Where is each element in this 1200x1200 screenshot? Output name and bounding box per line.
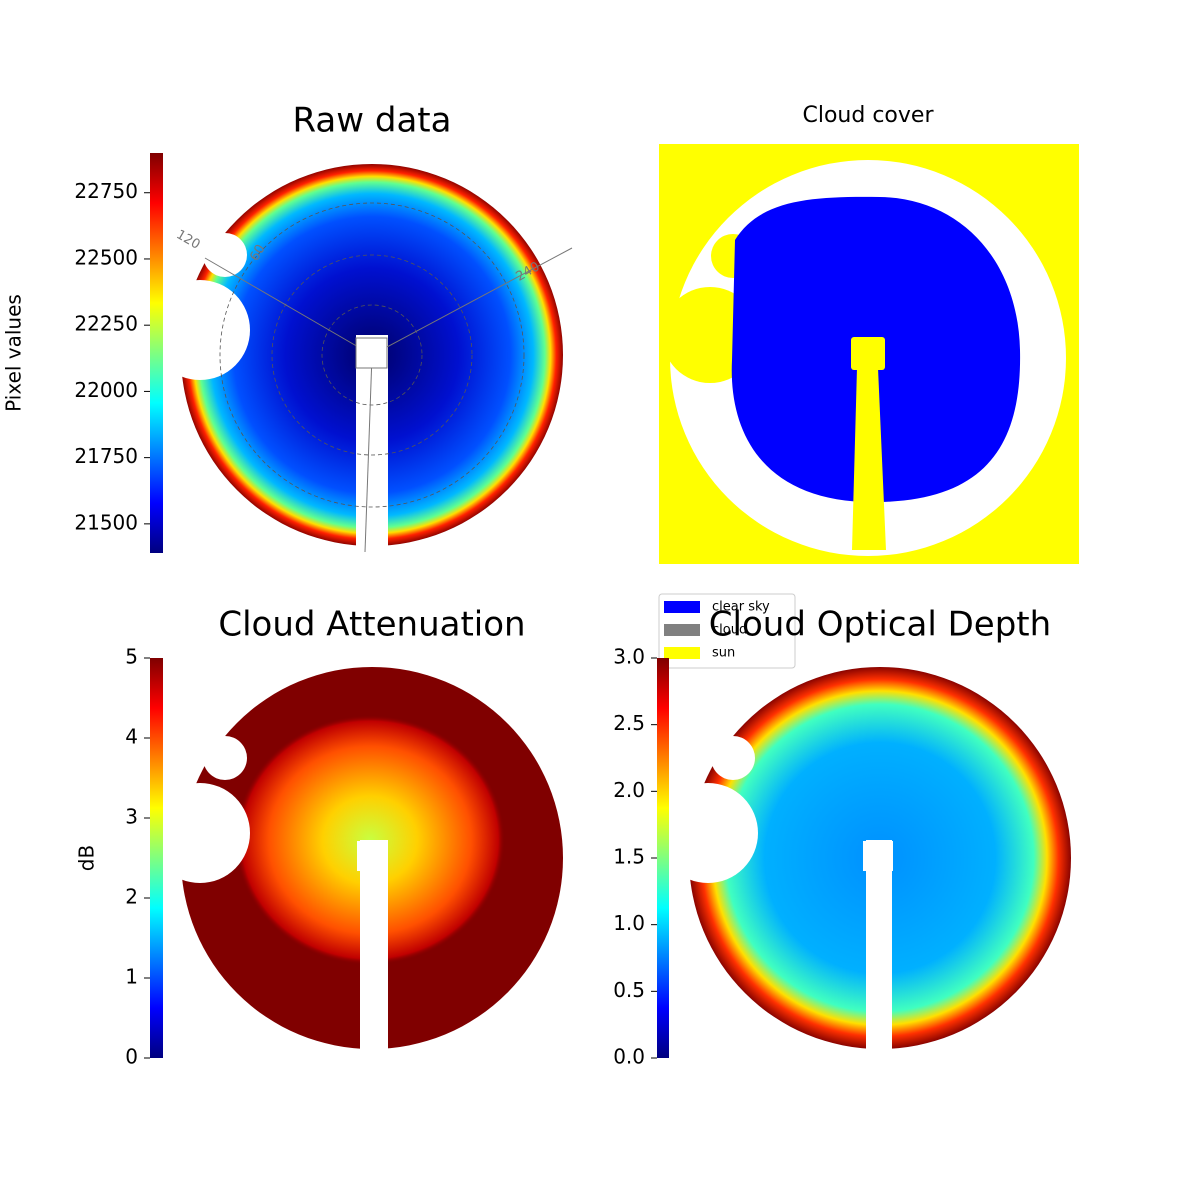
panel-title: Raw data bbox=[293, 101, 452, 141]
tick-label: 22000 bbox=[74, 378, 138, 402]
tick-label: 0 bbox=[125, 1045, 138, 1069]
tick-label: 0.0 bbox=[613, 1045, 645, 1069]
colorbar bbox=[150, 658, 163, 1058]
legend-swatch bbox=[664, 647, 700, 659]
legend-label: cloud bbox=[712, 623, 747, 638]
legend-label: clear sky bbox=[712, 600, 770, 615]
tick-label: 3 bbox=[125, 805, 138, 829]
colorbar-label: dB bbox=[75, 845, 99, 871]
tick-label: 21500 bbox=[74, 510, 138, 534]
tick-label: 1.0 bbox=[613, 911, 645, 935]
tick-label: 2.0 bbox=[613, 778, 645, 802]
attenuation-image bbox=[180, 666, 564, 1050]
tick-label: 4 bbox=[125, 725, 138, 749]
tick-label: 22750 bbox=[74, 179, 138, 203]
tick-label: 3.0 bbox=[613, 645, 645, 669]
cloud-cover-image bbox=[659, 144, 1079, 564]
panel-title: Cloud Attenuation bbox=[218, 605, 525, 645]
panel-title: Cloud Optical Depth bbox=[709, 605, 1051, 645]
tick-label: 22500 bbox=[74, 245, 138, 269]
optical-depth-image bbox=[688, 666, 1072, 1050]
tick-label: 5 bbox=[125, 645, 138, 669]
polar-label: 60 bbox=[247, 242, 268, 264]
panel-title: Cloud cover bbox=[803, 103, 935, 128]
tick-label: 0.5 bbox=[613, 978, 645, 1002]
tick-label: 2 bbox=[125, 885, 138, 909]
colorbar bbox=[150, 153, 163, 553]
raw-image bbox=[180, 163, 573, 553]
legend-label: sun bbox=[712, 646, 735, 661]
legend-swatch bbox=[664, 601, 700, 613]
colorbar-label: Pixel values bbox=[2, 294, 26, 412]
tick-label: 2.5 bbox=[613, 711, 645, 735]
tick-label: 22250 bbox=[74, 312, 138, 336]
tick-label: 1 bbox=[125, 965, 138, 989]
tick-label: 21750 bbox=[74, 444, 138, 468]
colorbar bbox=[657, 658, 669, 1058]
tick-label: 1.5 bbox=[613, 845, 645, 869]
legend-swatch bbox=[664, 624, 700, 636]
